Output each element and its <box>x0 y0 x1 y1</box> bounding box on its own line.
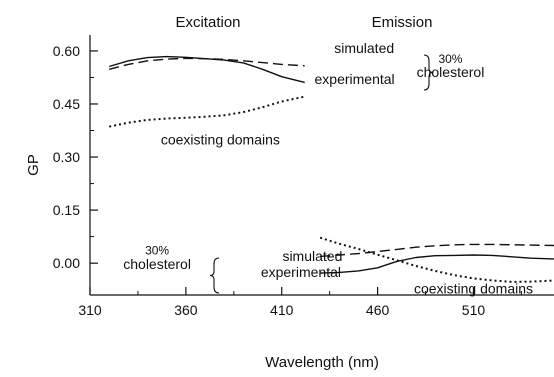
y-tick-label: 0.00 <box>53 255 80 271</box>
annotation-label: experimental <box>315 71 395 87</box>
annotation-layer: simulatedexperimental30%cholesterolcoexi… <box>123 40 533 297</box>
series-line-excitation-dotted <box>108 95 305 128</box>
x-tick-label: 460 <box>366 302 390 318</box>
annotation-label: simulated <box>334 40 394 56</box>
annotation-label: cholesterol <box>417 64 485 80</box>
x-tick-label: 510 <box>462 302 486 318</box>
x-tick-label: 310 <box>78 302 102 318</box>
x-tick-label: 360 <box>174 302 198 318</box>
annotation-label: cholesterol <box>123 256 191 272</box>
x-tick-label: 410 <box>270 302 294 318</box>
y-tick-label: 0.45 <box>53 96 80 112</box>
annotation-brackets <box>209 54 434 294</box>
annotation-label: coexisting domains <box>161 132 280 148</box>
panel-title-excitation: Excitation <box>175 14 240 31</box>
y-tick-label: 0.30 <box>53 149 80 165</box>
y-axis-ticks: 0.00 0.15 0.30 0.45 0.60 <box>53 43 98 271</box>
series-layer <box>108 55 554 283</box>
annotation-label: coexisting domains <box>414 281 533 297</box>
x-axis-ticks: 310 360 410 460 510 <box>78 287 522 318</box>
annotation-label: simulated <box>282 248 342 264</box>
series-line-emission-solid <box>320 254 554 274</box>
brace-bracket <box>423 54 434 91</box>
series-line-excitation-solid <box>108 55 305 84</box>
y-axis-label: GP <box>25 154 42 176</box>
brace-bracket <box>209 257 220 294</box>
x-axis-label: Wavelength (nm) <box>265 354 379 371</box>
annotation-label: 30% <box>145 244 169 258</box>
panel-title-emission: Emission <box>372 14 433 31</box>
annotation-label: experimental <box>261 264 341 280</box>
y-tick-label: 0.15 <box>53 202 80 218</box>
annotation-label: 30% <box>438 52 462 66</box>
y-tick-label: 0.60 <box>53 43 80 59</box>
series-line-excitation-dashed <box>109 57 305 70</box>
series-line-emission-dashed <box>320 243 554 258</box>
